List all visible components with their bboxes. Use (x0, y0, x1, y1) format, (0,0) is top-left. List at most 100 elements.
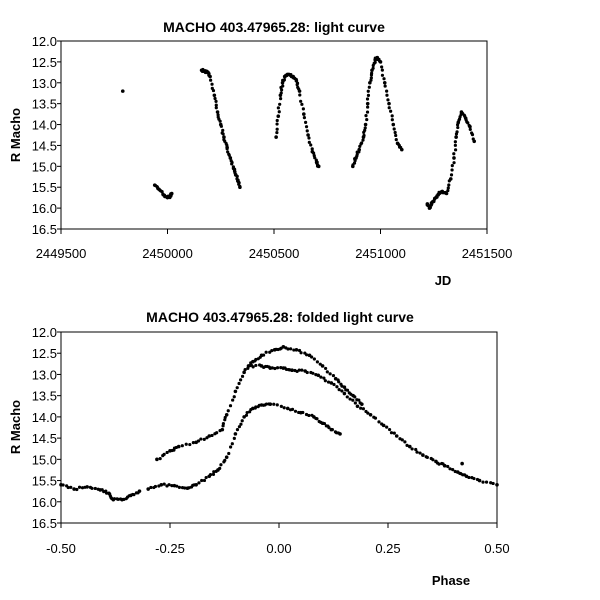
data-point (254, 364, 257, 367)
data-point (163, 453, 166, 456)
data-point (421, 453, 425, 457)
data-point (238, 185, 242, 189)
data-point (426, 456, 429, 459)
data-point (283, 78, 286, 81)
data-point (469, 128, 472, 131)
data-point (203, 438, 206, 441)
data-point (215, 106, 218, 109)
data-point (233, 437, 236, 440)
data-point (303, 116, 306, 119)
data-point (366, 105, 369, 108)
data-point (329, 372, 332, 375)
data-point (208, 75, 212, 79)
data-point (367, 94, 370, 97)
data-point (451, 468, 454, 471)
data-point (364, 114, 367, 117)
data-point (356, 404, 360, 408)
data-point (467, 476, 470, 479)
data-point (338, 432, 342, 436)
x-axis-label-top: JD (435, 273, 452, 288)
data-point (276, 366, 279, 369)
data-point (393, 432, 396, 435)
data-point (317, 165, 321, 169)
data-point (230, 162, 233, 165)
data-point (360, 402, 364, 406)
y-tick-label: 14.5 (32, 138, 57, 153)
data-point (306, 133, 310, 137)
data-point (364, 123, 368, 127)
data-point (385, 90, 388, 93)
data-point (443, 464, 447, 468)
data-point (275, 122, 278, 125)
data-point (170, 192, 174, 196)
data-point (212, 89, 215, 92)
data-point (219, 120, 222, 123)
data-point (247, 364, 251, 368)
data-point (316, 360, 319, 363)
x-axis-label-bottom: Phase (432, 573, 470, 588)
data-point (403, 440, 406, 443)
data-point (338, 388, 341, 391)
data-point (366, 102, 370, 106)
data-point (382, 424, 386, 428)
data-point (460, 462, 464, 466)
data-point (237, 382, 240, 385)
data-point (387, 102, 391, 106)
data-point (391, 118, 394, 121)
data-point (395, 138, 398, 141)
y-tick-label: 16.5 (32, 222, 57, 237)
data-point (447, 183, 450, 186)
data-point (231, 442, 234, 445)
data-point (295, 348, 299, 352)
data-point (478, 479, 482, 483)
data-point (214, 100, 217, 103)
data-point (391, 123, 395, 127)
x-tick-label: 0.25 (375, 541, 400, 556)
data-point (357, 148, 361, 152)
data-point (366, 97, 369, 100)
data-point (210, 434, 213, 437)
x-tick-label: 2449500 (36, 246, 87, 261)
data-point (276, 128, 279, 131)
data-point (331, 428, 334, 431)
data-point (354, 401, 357, 404)
y-tick-label: 14.0 (32, 118, 57, 133)
data-point (236, 386, 239, 389)
data-point (485, 481, 488, 484)
data-point (381, 69, 384, 72)
data-point (418, 451, 421, 454)
data-point (275, 131, 278, 134)
data-point (236, 428, 239, 431)
data-point (310, 355, 313, 358)
data-point (360, 141, 363, 144)
data-point (225, 413, 229, 417)
data-point (294, 410, 297, 413)
chart-title-bottom: MACHO 403.47965.28: folded light curve (146, 309, 414, 325)
data-point (379, 60, 383, 64)
data-point (213, 97, 216, 100)
data-point (471, 133, 474, 136)
data-point (382, 77, 385, 80)
data-point (272, 403, 275, 406)
data-point (227, 409, 230, 412)
data-point (401, 438, 404, 441)
x-tick-label: 2450500 (249, 246, 300, 261)
data-point (452, 156, 456, 160)
data-point (218, 467, 221, 470)
data-point (353, 395, 356, 398)
data-point (452, 161, 455, 164)
data-point (94, 487, 97, 490)
data-point (280, 91, 283, 94)
data-point (278, 103, 281, 106)
data-point (200, 479, 203, 482)
data-point (220, 125, 223, 128)
data-point (138, 489, 142, 493)
y-tick-label: 12.0 (32, 34, 57, 49)
data-point (283, 406, 286, 409)
data-point (166, 451, 169, 454)
data-point (296, 83, 299, 86)
data-point (234, 390, 238, 394)
data-point (492, 482, 495, 485)
data-point (215, 431, 218, 434)
data-point (455, 130, 458, 133)
